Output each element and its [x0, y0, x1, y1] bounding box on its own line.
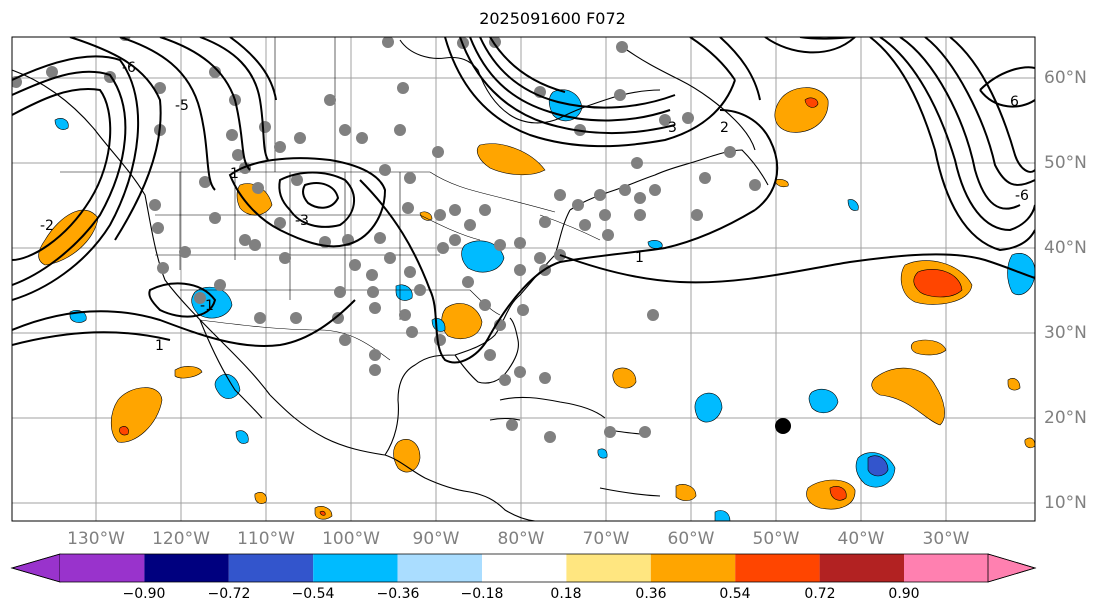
contour-label: 3 — [668, 120, 677, 136]
contour-label: 2 — [720, 120, 729, 136]
colorbar-segment — [228, 554, 314, 582]
colorbar-tick-label: 0.72 — [804, 586, 836, 602]
station-markers — [12, 37, 761, 443]
positive-anomaly-area — [806, 479, 856, 510]
storm-marker — [775, 418, 791, 434]
colorbar-extend-high — [987, 553, 1037, 583]
positive-anomaly-area — [38, 209, 99, 266]
negative-anomaly-area — [847, 199, 859, 211]
contour-label: -5 — [175, 98, 189, 114]
lat-tick-label: 40°N — [1044, 238, 1087, 258]
positive-anomaly-area — [254, 492, 267, 504]
negative-anomaly-area — [808, 389, 839, 414]
colorbar-segment — [397, 554, 482, 582]
positive-anomaly-area — [910, 339, 947, 356]
positive-anomaly-area — [110, 387, 163, 443]
contour-label: 1 — [155, 338, 164, 354]
contour-label: 1 — [635, 250, 644, 266]
positive-anomaly-area — [1007, 378, 1021, 391]
lon-tick-label: 30°W — [922, 529, 970, 549]
positive-anomaly-area — [393, 438, 421, 473]
positive-anomaly-area — [441, 303, 483, 339]
positive-anomaly-area — [174, 366, 203, 379]
contour-label: 6 — [1010, 94, 1019, 110]
lat-tick-label: 50°N — [1044, 153, 1087, 173]
lon-tick-label: 70°W — [582, 529, 630, 549]
negative-anomaly-area — [694, 392, 723, 423]
lon-tick-label: 60°W — [667, 529, 715, 549]
lon-tick-label: 50°W — [752, 529, 800, 549]
lon-tick-label: 110°W — [237, 529, 295, 549]
negative-anomaly-area — [461, 240, 505, 273]
colorbar-segment — [566, 554, 651, 582]
contour-label: -6 — [1015, 188, 1029, 204]
lat-tick-label: 60°N — [1044, 68, 1087, 88]
contour-label: -3 — [295, 213, 309, 229]
colorbar-tick-label: 0.18 — [550, 586, 582, 602]
colorbar-segment — [650, 554, 736, 582]
positive-anomaly-area — [612, 367, 637, 389]
contour-label: 1 — [230, 166, 239, 182]
negative-anomaly-area — [54, 118, 69, 130]
negative-anomaly-area — [647, 240, 663, 249]
colorbar-tick-label: 0.54 — [719, 586, 751, 602]
lat-tick-label: 30°N — [1044, 323, 1087, 343]
colorbar-segment — [904, 554, 988, 582]
contour-label: -6 — [122, 60, 136, 76]
negative-anomaly-area — [235, 430, 249, 444]
colorbar-tick-label: −0.54 — [291, 586, 335, 602]
positive-anomaly-area — [774, 179, 789, 188]
colorbar-segment — [60, 554, 145, 582]
colorbar-tick-label: 0.90 — [888, 586, 920, 602]
positive-anomaly-area — [419, 211, 433, 221]
anomaly-shading — [38, 87, 1035, 521]
contour-label: -1 — [200, 298, 214, 314]
negative-anomaly-area — [548, 89, 583, 122]
negative-anomaly-area — [395, 284, 413, 301]
negative-anomaly-area — [597, 448, 608, 459]
contour-lines — [12, 37, 1035, 364]
colorbar-tick-label: 0.36 — [635, 586, 667, 602]
lat-tick-label: 10°N — [1044, 493, 1087, 513]
contour-labels: -2 -6 -5 -3 -1 1 1 1 2 3 6 -6 — [40, 60, 1029, 354]
colorbar — [10, 553, 1037, 583]
positive-anomaly-area — [1024, 437, 1035, 449]
colorbar-tick-label: −0.36 — [376, 586, 420, 602]
colorbar-segment — [313, 554, 398, 582]
graticule — [12, 37, 1035, 521]
positive-anomaly-area — [477, 143, 546, 176]
positive-anomaly-area — [675, 484, 697, 501]
colorbar-segment — [144, 554, 229, 582]
lon-tick-label: 40°W — [837, 529, 885, 549]
lon-tick-label: 90°W — [412, 529, 460, 549]
colorbar-tick-label: −0.72 — [207, 586, 251, 602]
colorbar-tick-label: −0.90 — [122, 586, 166, 602]
positive-anomaly-area — [774, 87, 829, 133]
lat-tick-label: 20°N — [1044, 408, 1087, 428]
lon-tick-label: 130°W — [67, 529, 125, 549]
map-frame — [11, 36, 1036, 522]
positive-anomaly-area — [871, 367, 945, 426]
colorbar-segment — [735, 554, 820, 582]
coastlines — [12, 39, 769, 521]
map-title: 2025091600 F072 — [479, 9, 626, 28]
lon-tick-label: 100°W — [322, 529, 380, 549]
colorbar-segment — [482, 554, 567, 582]
lon-tick-label: 80°W — [497, 529, 545, 549]
political-borders — [60, 37, 601, 361]
colorbar-tick-label: −0.18 — [460, 586, 504, 602]
colorbar-extend-low — [10, 553, 61, 583]
contour-label: -2 — [40, 218, 54, 234]
negative-anomaly-area — [214, 374, 241, 399]
negative-anomaly-area — [714, 510, 731, 521]
colorbar-segment — [819, 554, 904, 582]
lon-tick-label: 120°W — [152, 529, 210, 549]
